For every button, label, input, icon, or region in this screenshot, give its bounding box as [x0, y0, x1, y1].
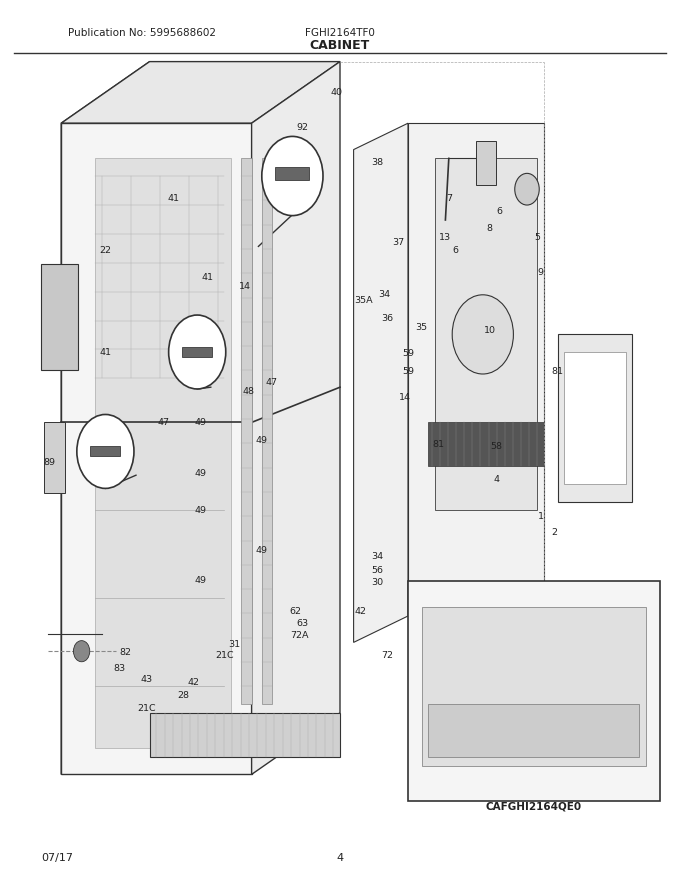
- Text: 81: 81: [551, 367, 564, 376]
- Text: 47: 47: [266, 378, 278, 387]
- Polygon shape: [90, 446, 120, 456]
- Text: 51: 51: [436, 722, 448, 730]
- Polygon shape: [428, 422, 544, 466]
- Text: 21C: 21C: [215, 651, 234, 660]
- Text: 72A: 72A: [290, 631, 309, 640]
- Text: 40: 40: [330, 88, 343, 97]
- Text: 49: 49: [194, 469, 207, 478]
- Text: 6: 6: [453, 246, 458, 255]
- Polygon shape: [558, 334, 632, 502]
- Text: 62: 62: [290, 607, 302, 616]
- Circle shape: [515, 173, 539, 205]
- Polygon shape: [44, 422, 65, 493]
- Text: 49: 49: [194, 576, 207, 585]
- Circle shape: [73, 641, 90, 662]
- Text: 8: 8: [487, 224, 492, 233]
- Text: 07/17: 07/17: [41, 853, 73, 863]
- Polygon shape: [476, 141, 496, 185]
- Polygon shape: [275, 167, 309, 180]
- Text: 28: 28: [177, 691, 190, 700]
- Text: 4: 4: [494, 475, 499, 484]
- Polygon shape: [252, 62, 340, 774]
- Polygon shape: [262, 158, 272, 704]
- Text: 13: 13: [439, 233, 452, 242]
- Text: 10: 10: [483, 326, 496, 334]
- Text: Publication No: 5995688602: Publication No: 5995688602: [68, 27, 216, 38]
- Text: 9: 9: [538, 268, 543, 277]
- Polygon shape: [182, 347, 212, 357]
- Polygon shape: [435, 158, 537, 510]
- Polygon shape: [241, 158, 252, 704]
- Text: 6: 6: [497, 207, 503, 216]
- Text: 72: 72: [381, 651, 394, 660]
- Text: 92: 92: [296, 123, 309, 132]
- Text: 59: 59: [402, 349, 414, 358]
- Circle shape: [262, 136, 323, 216]
- Text: 15: 15: [286, 172, 299, 180]
- Polygon shape: [354, 123, 408, 642]
- Polygon shape: [61, 123, 252, 774]
- Text: 34: 34: [371, 552, 384, 561]
- Text: 36: 36: [381, 314, 394, 323]
- Text: 1: 1: [538, 512, 543, 521]
- Polygon shape: [61, 62, 150, 774]
- Text: 82: 82: [120, 649, 132, 657]
- Text: 22: 22: [99, 246, 112, 255]
- Text: 41: 41: [167, 194, 180, 202]
- Text: 31: 31: [228, 640, 241, 649]
- Text: 63: 63: [296, 619, 309, 627]
- Text: 49: 49: [194, 418, 207, 427]
- Text: 7: 7: [446, 194, 452, 202]
- Text: 41: 41: [201, 273, 214, 282]
- Text: 42: 42: [188, 678, 200, 686]
- Text: 54: 54: [494, 638, 506, 647]
- Text: 49: 49: [194, 506, 207, 515]
- Text: 50: 50: [463, 596, 475, 605]
- Text: CAFGHI2164QE0: CAFGHI2164QE0: [486, 802, 582, 812]
- Text: 81: 81: [432, 440, 445, 449]
- Text: 21C: 21C: [137, 704, 156, 713]
- Polygon shape: [422, 607, 646, 766]
- Text: 89: 89: [43, 458, 55, 466]
- Text: 2: 2: [551, 528, 557, 537]
- Text: 49: 49: [256, 546, 268, 554]
- Polygon shape: [41, 264, 78, 370]
- Text: 38: 38: [371, 158, 384, 167]
- Circle shape: [169, 315, 226, 389]
- Text: 47: 47: [157, 418, 169, 427]
- Text: 14: 14: [398, 393, 411, 402]
- Text: CABINET: CABINET: [310, 40, 370, 52]
- Text: 35A: 35A: [354, 297, 373, 305]
- Circle shape: [77, 414, 134, 488]
- Text: FGHI2164TF0: FGHI2164TF0: [305, 27, 375, 38]
- Polygon shape: [408, 581, 660, 801]
- Text: 15: 15: [194, 339, 207, 348]
- Polygon shape: [95, 158, 231, 748]
- Text: 43: 43: [140, 675, 152, 684]
- Text: 5: 5: [534, 233, 540, 242]
- Text: 58: 58: [490, 442, 503, 451]
- Polygon shape: [408, 123, 544, 616]
- Polygon shape: [150, 713, 340, 757]
- Text: 48: 48: [242, 387, 254, 396]
- Text: 41: 41: [99, 348, 112, 356]
- Text: 30: 30: [371, 578, 384, 587]
- Text: 14: 14: [239, 282, 251, 290]
- Text: 49: 49: [256, 436, 268, 444]
- Text: 83: 83: [113, 664, 125, 673]
- Polygon shape: [428, 704, 639, 757]
- Text: 34: 34: [378, 290, 390, 299]
- Text: 37: 37: [392, 238, 404, 246]
- Text: 56: 56: [371, 566, 384, 575]
- Text: 15: 15: [99, 447, 112, 456]
- Text: 72B: 72B: [409, 587, 428, 596]
- Circle shape: [452, 295, 513, 374]
- Text: 35: 35: [415, 323, 428, 332]
- Polygon shape: [564, 352, 626, 484]
- Polygon shape: [61, 62, 340, 123]
- Text: 4: 4: [337, 853, 343, 863]
- Text: 59: 59: [402, 367, 414, 376]
- Text: 42: 42: [354, 607, 367, 616]
